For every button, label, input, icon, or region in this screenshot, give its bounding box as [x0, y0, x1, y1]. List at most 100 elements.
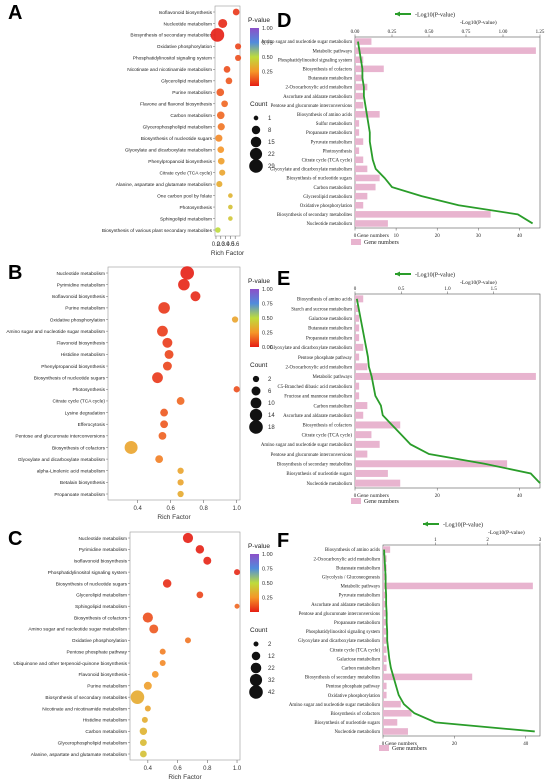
bubble-point: [151, 671, 159, 678]
count-legend-bubble: [251, 125, 261, 135]
bottom-axis-tick-label: 40: [517, 234, 523, 239]
bar-legend-label: Gene numbers: [364, 240, 399, 246]
y-tick-label: Glycerophospholipid metabolism: [58, 740, 127, 746]
bubble-point: [182, 532, 194, 544]
bar-legend-label: Gene numbers: [364, 499, 399, 505]
y-tick-label: Purine metabolism: [65, 306, 105, 312]
y-tick-label: Amino sugar and nucleotide sugar metabol…: [6, 329, 105, 335]
category-label: C5-Branched dibasic acid metabolism: [277, 385, 352, 390]
bubble-point: [217, 157, 225, 165]
y-tick-label: Ubiquinone and other terpenoid-quinone b…: [13, 661, 127, 667]
plot-frame: [129, 531, 241, 761]
gene-bar: [355, 324, 360, 332]
gene-bar: [383, 664, 387, 672]
count-legend-bubble: [252, 375, 260, 383]
gene-bar: [355, 392, 360, 400]
gene-bar: [383, 619, 387, 626]
bubble-point: [217, 146, 225, 154]
gene-bar: [355, 440, 380, 448]
bottom-axis-tick-label: 20: [435, 234, 441, 239]
y-tick-label: Pyrimidine metabolism: [79, 547, 127, 553]
count-legend-label: 1: [268, 116, 272, 122]
category-label: Nucleotide metabolism: [335, 730, 381, 735]
category-label: Propanoate metabolism: [306, 131, 352, 136]
bottom-axis-tick-label: 40: [523, 742, 529, 747]
y-tick-label: Citrate cycle (TCA cycle): [52, 399, 105, 405]
gene-bar: [383, 646, 387, 653]
bubble-point: [176, 397, 185, 405]
bar-legend-label: Gene numbers: [392, 746, 427, 752]
x-tick-label: 0.6: [173, 766, 182, 772]
category-label: Biosynthesis of amino acids: [297, 298, 352, 303]
y-tick-label: Histidine metabolism: [61, 352, 105, 358]
category-label: Biosynthesis of cofactors: [303, 68, 353, 73]
category-label: Pentose and glucuronate interconversions: [299, 612, 380, 617]
count-legend-bubble: [249, 159, 263, 173]
count-legend-label: 6: [268, 389, 272, 395]
category-label: Carbon metabolism: [314, 186, 353, 191]
gene-bar: [355, 183, 376, 191]
bubble-point: [232, 8, 240, 16]
y-tick-label: Isoflavonoid biosynthesis: [159, 10, 213, 16]
category-label: Biosynthesis of amino acids: [325, 548, 380, 553]
bottom-axis-title: Gene numbers: [357, 493, 389, 499]
gene-bar: [383, 691, 387, 699]
count-legend-title: Count: [250, 627, 268, 634]
y-tick-label: Biosynthesis of secondary metabolites: [45, 695, 127, 701]
bubble-point: [228, 193, 233, 198]
count-legend-label: 18: [268, 425, 275, 431]
colorbar-tick-label: 1.00: [262, 26, 273, 32]
bubble-point: [139, 750, 147, 758]
y-tick-label: Phosphatidylinositol signaling system: [48, 570, 127, 576]
bottom-axis-tick-label: 10: [394, 234, 400, 239]
category-label: Biosynthesis of nucleotide sugars: [286, 177, 352, 182]
count-legend-bubble: [249, 147, 263, 161]
x-tick-label: 0.6: [231, 242, 240, 248]
y-tick-label: Photosynthesis: [179, 205, 212, 211]
y-tick-label: Sphingolipid metabolism: [75, 604, 127, 610]
gene-bar: [355, 411, 364, 419]
gene-bar: [355, 129, 360, 136]
bubble-point: [190, 291, 201, 302]
plot-frame: [354, 293, 541, 489]
bubble-point: [234, 569, 241, 576]
count-legend-label: 29: [268, 164, 275, 170]
top-axis-tick-label: 1: [434, 538, 437, 543]
line-legend-arrow: [423, 521, 428, 527]
y-tick-label: One carbon pool by folate: [157, 193, 212, 199]
category-label: Ascorbate and aldarate metabolism: [311, 603, 380, 608]
bubble-point: [215, 134, 223, 142]
gene-bar: [383, 546, 391, 553]
bubble-point: [143, 681, 152, 690]
plot-frame: [354, 36, 541, 229]
x-tick-label: 0.2: [212, 242, 221, 248]
y-tick-label: Nucleotide metabolism: [78, 536, 127, 542]
y-tick-label: Biosynthesis of cofactors: [74, 615, 128, 621]
bubble-point: [215, 227, 221, 233]
gene-bar: [355, 211, 491, 218]
bubble-point: [177, 467, 184, 474]
category-label: Biosynthesis of secondary metabolites: [305, 676, 380, 681]
log-p-line: [355, 298, 541, 484]
bubble-point: [180, 266, 194, 280]
bottom-axis-tick-label: 0: [382, 742, 385, 747]
y-tick-label: Glyoxylate and dicarboxylate metabolism: [18, 457, 105, 463]
y-tick-label: Biosynthesis of nucleotide sugars: [56, 581, 128, 587]
bubble-point: [217, 123, 225, 131]
bar-legend-swatch: [351, 498, 361, 504]
y-tick-label: Histidine metabolism: [83, 718, 127, 724]
gene-bar: [355, 479, 401, 487]
top-axis-tick-label: 0.50: [425, 30, 434, 35]
category-label: Biosynthesis of nucleotide sugars: [286, 472, 352, 477]
y-tick-label: Oxidative phosphorylation: [50, 317, 106, 323]
y-tick-label: Efferocytosis: [78, 422, 106, 428]
bubble-point: [231, 316, 239, 323]
bubble-point: [177, 490, 184, 498]
panel-letter-c: C: [8, 528, 23, 550]
y-tick-label: Flavonoid biosynthesis: [56, 341, 105, 347]
x-axis-label: Rich Factor: [211, 250, 245, 257]
category-label: Biosynthesis of secondary metabolites: [277, 213, 352, 218]
y-tick-label: Pentose and glucuronate interconversions: [15, 434, 105, 440]
category-label: Pyruvate metabolism: [339, 594, 381, 599]
